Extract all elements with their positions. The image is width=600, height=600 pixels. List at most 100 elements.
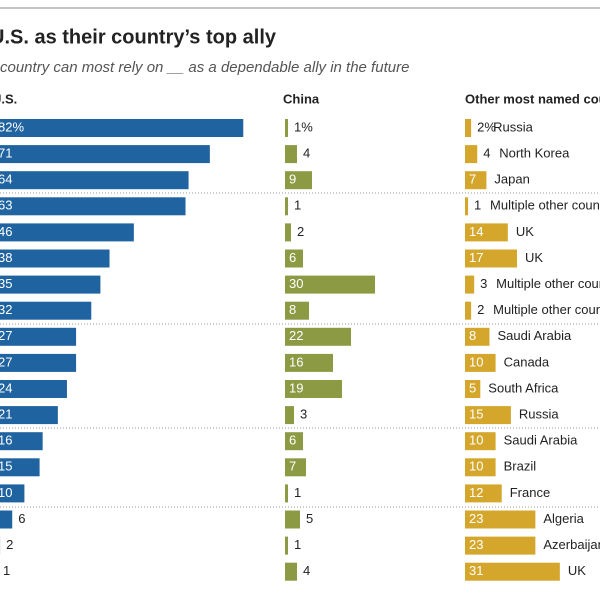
bar [285, 510, 300, 529]
bar [465, 301, 472, 320]
bar [285, 223, 291, 242]
value-label: 6 [289, 250, 296, 265]
bar [0, 406, 58, 425]
bar [285, 171, 312, 190]
value-label: 15 [0, 459, 12, 474]
column-header: China [283, 91, 320, 106]
bar [465, 223, 508, 242]
value-label: 27 [0, 354, 12, 369]
bar [465, 458, 496, 477]
ally-label: UK [516, 224, 534, 239]
bar [465, 327, 490, 346]
bar [285, 562, 297, 581]
value-label: 1% [294, 119, 313, 134]
bar [0, 380, 67, 398]
bar [465, 171, 487, 190]
bar [465, 536, 536, 555]
value-label: 64 [0, 172, 12, 187]
value-label: 82% [0, 119, 24, 134]
ally-label: North Korea [499, 146, 570, 161]
bar [285, 458, 306, 477]
value-label: 4 [303, 146, 310, 161]
ally-label: Russia [519, 407, 560, 422]
value-label: 21 [0, 407, 12, 422]
value-label: 14 [469, 224, 483, 239]
value-label: 23 [469, 511, 483, 526]
value-label: 31 [469, 563, 483, 578]
value-label: 23 [469, 537, 483, 552]
ally-label: South Africa [488, 380, 559, 395]
ally-label: Multiple other countries [496, 276, 600, 291]
bar [0, 145, 210, 164]
ally-label: Canada [504, 354, 550, 369]
ally-label: Multiple other countries [493, 302, 600, 317]
value-label: 35 [0, 276, 12, 291]
bar [285, 353, 333, 372]
ally-label: Japan [494, 172, 529, 187]
value-label: 7 [289, 459, 296, 474]
value-label: 46 [0, 224, 12, 239]
ally-label: UK [525, 250, 543, 265]
bar [465, 119, 472, 137]
value-label: 10 [469, 433, 483, 448]
bar [285, 197, 288, 216]
value-label: 8 [289, 302, 296, 317]
value-label: 2 [477, 302, 484, 317]
ally-label: Brazil [504, 459, 537, 474]
bar [465, 380, 481, 398]
bar [0, 119, 244, 137]
value-label: 2 [6, 537, 13, 552]
bar [465, 145, 478, 164]
value-label: 5 [469, 380, 476, 395]
bar [0, 197, 186, 216]
value-label: 27 [0, 328, 12, 343]
bar [285, 327, 351, 346]
value-label: 10 [0, 485, 12, 500]
bar [465, 432, 496, 451]
bar [0, 484, 25, 503]
value-label: 1 [294, 485, 301, 500]
value-label: 1 [294, 198, 301, 213]
ally-label: Saudi Arabia [504, 433, 578, 448]
bar [285, 380, 342, 398]
bar [285, 145, 297, 164]
value-label: 8 [469, 328, 476, 343]
bar [285, 432, 303, 451]
bar [285, 484, 288, 503]
bar [0, 301, 92, 320]
bar [285, 301, 309, 320]
column-header: Other most named countries [465, 91, 600, 106]
bar [465, 510, 536, 529]
bar [285, 536, 288, 555]
value-label: 2 [297, 224, 304, 239]
bar [0, 510, 13, 529]
ally-label: Azerbaijan [543, 537, 600, 552]
ally-label: Russia [493, 119, 534, 134]
value-label: 6 [289, 433, 296, 448]
value-label: 1 [3, 563, 10, 578]
value-label: 38 [0, 250, 12, 265]
chart-title: U.S. as their country’s top ally [0, 26, 277, 48]
bar [0, 327, 77, 346]
bar [465, 562, 560, 581]
value-label: 71 [0, 146, 12, 161]
value-label: 16 [289, 354, 303, 369]
value-label: 1 [294, 537, 301, 552]
bar [0, 458, 40, 477]
value-label: 32 [0, 302, 12, 317]
bar [465, 275, 475, 294]
value-label: 5 [306, 511, 313, 526]
bar [465, 353, 496, 372]
chart-subtitle: country can most rely on __ as a dependa… [0, 59, 409, 76]
value-label: 15 [469, 407, 483, 422]
bar [465, 484, 502, 503]
bar [465, 197, 469, 216]
bar [0, 353, 77, 372]
bar [465, 406, 511, 425]
column-header: U.S. [0, 91, 17, 106]
bar [0, 171, 189, 190]
value-label: 10 [469, 459, 483, 474]
value-label: 63 [0, 198, 12, 213]
value-label: 12 [469, 485, 483, 500]
